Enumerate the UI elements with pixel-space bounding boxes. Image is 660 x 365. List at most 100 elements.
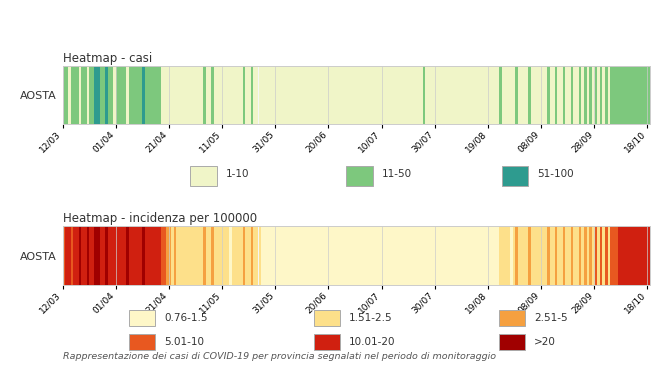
Bar <box>251 66 253 124</box>
Bar <box>523 226 526 285</box>
Bar <box>600 226 603 285</box>
Bar <box>626 66 629 124</box>
Bar <box>108 66 110 124</box>
Bar <box>163 226 166 285</box>
Bar <box>203 226 205 285</box>
Bar <box>158 226 160 285</box>
Bar <box>542 66 544 124</box>
Bar <box>168 66 171 124</box>
Bar <box>348 66 351 124</box>
Bar <box>422 226 425 285</box>
Bar <box>222 226 224 285</box>
Bar <box>359 226 362 285</box>
Bar <box>616 226 618 285</box>
Bar <box>367 66 370 124</box>
Bar <box>385 226 388 285</box>
Bar <box>238 226 240 285</box>
Bar <box>253 66 256 124</box>
Bar <box>285 66 288 124</box>
Bar <box>187 66 189 124</box>
Bar <box>246 66 248 124</box>
Bar <box>129 66 131 124</box>
Bar <box>105 66 108 124</box>
Bar <box>129 334 155 350</box>
Bar <box>370 66 372 124</box>
Bar <box>123 66 126 124</box>
Bar <box>634 66 637 124</box>
Bar <box>259 66 261 124</box>
Bar <box>171 66 174 124</box>
Bar <box>253 226 256 285</box>
Bar <box>547 226 550 285</box>
Bar <box>129 226 131 285</box>
Bar <box>275 226 277 285</box>
Bar <box>235 66 238 124</box>
Bar <box>92 66 94 124</box>
Bar <box>158 66 160 124</box>
Bar <box>298 66 301 124</box>
Bar <box>597 66 600 124</box>
Bar <box>293 226 296 285</box>
Bar <box>592 66 595 124</box>
Bar <box>621 226 624 285</box>
Bar <box>391 66 393 124</box>
Bar <box>388 66 391 124</box>
Bar <box>499 226 502 285</box>
Bar <box>491 226 494 285</box>
Bar <box>486 66 488 124</box>
Text: 5.01-10: 5.01-10 <box>164 337 204 347</box>
Bar <box>518 226 521 285</box>
Bar <box>420 226 422 285</box>
Bar <box>100 226 102 285</box>
Bar <box>179 226 182 285</box>
Bar <box>251 226 253 285</box>
Bar <box>362 66 364 124</box>
Bar <box>383 226 385 285</box>
Bar <box>319 226 322 285</box>
Bar <box>436 226 438 285</box>
Bar <box>348 226 351 285</box>
Bar <box>314 226 317 285</box>
Text: 51-100: 51-100 <box>537 169 574 180</box>
Bar <box>214 66 216 124</box>
Bar <box>539 226 542 285</box>
Bar <box>558 226 560 285</box>
Bar <box>491 66 494 124</box>
Bar <box>537 66 539 124</box>
Bar <box>314 310 341 326</box>
Bar <box>441 226 444 285</box>
Bar <box>137 66 139 124</box>
Bar <box>84 226 86 285</box>
Bar <box>306 66 309 124</box>
Bar <box>642 226 645 285</box>
Bar <box>208 66 211 124</box>
Bar <box>264 66 267 124</box>
Bar <box>238 66 240 124</box>
Bar <box>327 226 330 285</box>
Bar <box>526 226 529 285</box>
Bar <box>502 166 528 186</box>
Bar <box>626 226 629 285</box>
Bar <box>338 226 341 285</box>
Bar <box>145 226 147 285</box>
Bar <box>354 66 356 124</box>
Bar <box>521 226 523 285</box>
Bar <box>515 226 518 285</box>
Text: Heatmap - casi: Heatmap - casi <box>63 51 152 65</box>
Bar <box>555 66 558 124</box>
Bar <box>465 66 467 124</box>
Bar <box>208 226 211 285</box>
Bar <box>531 226 534 285</box>
Bar <box>417 226 420 285</box>
Bar <box>94 226 97 285</box>
Bar <box>618 66 621 124</box>
Bar <box>341 66 343 124</box>
Bar <box>433 226 436 285</box>
Bar <box>510 66 513 124</box>
Bar <box>68 66 71 124</box>
Bar <box>508 66 510 124</box>
Bar <box>211 66 214 124</box>
Bar <box>76 226 79 285</box>
Bar <box>518 66 521 124</box>
Bar <box>396 226 399 285</box>
